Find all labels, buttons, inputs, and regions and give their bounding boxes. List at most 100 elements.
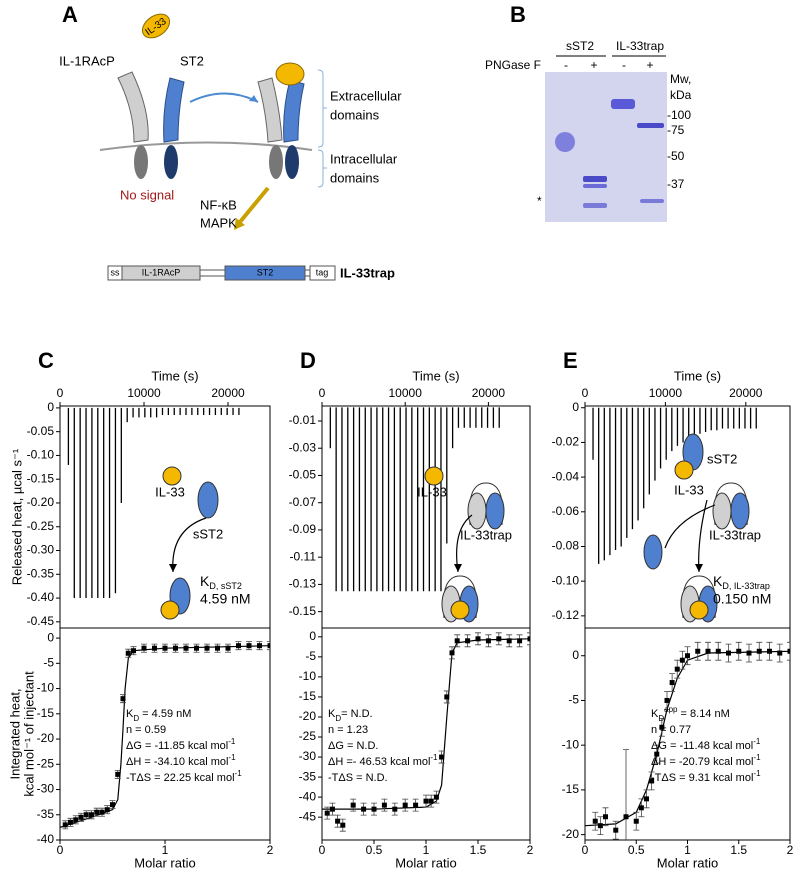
gel-band bbox=[583, 184, 607, 188]
lane-label: + bbox=[646, 58, 653, 72]
y-tick-label: -10 bbox=[562, 737, 580, 751]
y-tick-label: -15 bbox=[37, 706, 55, 720]
data-point bbox=[194, 645, 199, 651]
mw-label: kDa bbox=[670, 88, 692, 102]
parameter-line: n = 1.23 bbox=[328, 724, 368, 736]
subscript: D bbox=[335, 714, 341, 723]
y-tick-label: -25 bbox=[37, 756, 55, 770]
y-tick-label: -5 bbox=[568, 693, 579, 707]
lane-label: - bbox=[622, 58, 626, 72]
trap-coreceptor bbox=[467, 492, 487, 530]
scheme-arrow-head bbox=[454, 564, 462, 572]
data-point bbox=[669, 680, 675, 686]
receptor-shape bbox=[163, 77, 185, 143]
text-part: n = 1.23 bbox=[328, 724, 368, 736]
pathway: NF-κB bbox=[200, 197, 237, 212]
x-tick-label: 1 bbox=[162, 843, 169, 857]
kd-value: 4.59 nM bbox=[200, 591, 251, 607]
no-signal: No signal bbox=[120, 187, 174, 202]
data-point bbox=[104, 807, 110, 813]
text-part: K bbox=[328, 708, 336, 720]
superscript: app bbox=[664, 705, 678, 714]
data-point bbox=[736, 648, 742, 654]
subscript: D bbox=[133, 714, 139, 723]
gel-band bbox=[555, 132, 575, 152]
y-tick-label: -0.01 bbox=[289, 413, 317, 427]
text-part: ΔG = N.D. bbox=[328, 740, 378, 752]
data-point bbox=[444, 694, 450, 700]
receptor-shape bbox=[283, 79, 305, 143]
superscript: -1 bbox=[228, 737, 236, 746]
x-tick-label: 0 bbox=[319, 843, 326, 857]
region-label: Extracellular bbox=[330, 88, 402, 103]
data-point bbox=[324, 810, 330, 816]
asterisk: * bbox=[537, 194, 542, 208]
coreceptor-shape bbox=[257, 77, 283, 143]
intracellular-shape bbox=[134, 145, 148, 179]
data-point bbox=[506, 638, 512, 644]
region-label: domains bbox=[330, 107, 380, 122]
construct-linker bbox=[304, 269, 311, 277]
y-tick-label: -35 bbox=[299, 769, 317, 783]
parameter-line: ΔH =- 46.53 kcal mol-1 bbox=[328, 753, 438, 768]
data-point bbox=[257, 643, 262, 649]
data-point bbox=[381, 802, 387, 808]
scheme-label: sST2 bbox=[193, 526, 223, 541]
superscript: -1 bbox=[430, 753, 438, 762]
data-point bbox=[392, 806, 398, 812]
data-point bbox=[485, 638, 491, 644]
text-part: = 4.59 nM bbox=[139, 708, 191, 720]
scheme-label: IL-33trap bbox=[709, 527, 761, 542]
y-tick-label: -0.10 bbox=[552, 573, 580, 587]
y-tick-label: 0 bbox=[47, 630, 54, 644]
error-bar bbox=[267, 641, 270, 651]
y-tick-label: 0 bbox=[572, 648, 579, 662]
parameter-line: -TΔS = N.D. bbox=[328, 772, 388, 784]
data-point bbox=[340, 822, 346, 828]
y-tick-label: -0.15 bbox=[27, 471, 55, 485]
data-point bbox=[335, 818, 341, 824]
x-axis-label: Molar ratio bbox=[134, 855, 195, 870]
data-point bbox=[329, 806, 335, 812]
data-point bbox=[125, 650, 131, 656]
x-tick-label: 0 bbox=[582, 386, 589, 400]
marker-label: -100 bbox=[667, 108, 691, 122]
fit-line bbox=[60, 645, 270, 828]
y-tick-label: -0.25 bbox=[27, 519, 55, 533]
text-part: n = 0.59 bbox=[126, 724, 166, 736]
ligand-shape bbox=[424, 466, 444, 486]
y-tick-label: -0.09 bbox=[289, 522, 317, 536]
y-tick-label: -0.02 bbox=[552, 435, 580, 449]
superscript: -1 bbox=[753, 769, 761, 778]
y-tick-label: -0.13 bbox=[289, 577, 317, 591]
data-point bbox=[115, 771, 121, 777]
data-point bbox=[517, 638, 523, 644]
y-tick-label: -30 bbox=[299, 749, 317, 763]
gel-band bbox=[583, 203, 607, 208]
treatment-label: PNGase F bbox=[485, 58, 541, 72]
trap-receptor bbox=[485, 492, 505, 530]
data-point bbox=[705, 648, 711, 654]
data-point bbox=[715, 648, 721, 654]
data-point bbox=[454, 638, 460, 644]
gel-band bbox=[637, 123, 664, 128]
data-point bbox=[597, 823, 603, 829]
construct-label: tag bbox=[316, 267, 329, 277]
x-axis-label: Time (s) bbox=[674, 368, 721, 383]
data-point bbox=[225, 645, 231, 651]
lane-label: + bbox=[590, 58, 597, 72]
data-point bbox=[99, 809, 105, 815]
data-point bbox=[603, 814, 608, 820]
construct-label: ST2 bbox=[257, 267, 274, 277]
data-point bbox=[62, 822, 68, 828]
x-tick-label: 10000 bbox=[127, 386, 161, 400]
text-part: n = 0.77 bbox=[651, 724, 691, 736]
gel-band bbox=[611, 99, 635, 109]
scheme-arrow bbox=[664, 504, 716, 549]
data-point bbox=[78, 814, 84, 820]
scheme-arrow-head bbox=[695, 564, 703, 572]
data-point bbox=[236, 643, 241, 649]
x-tick-label: 0 bbox=[57, 843, 64, 857]
data-point bbox=[613, 827, 619, 833]
parameter-line: n = 0.59 bbox=[126, 724, 166, 736]
